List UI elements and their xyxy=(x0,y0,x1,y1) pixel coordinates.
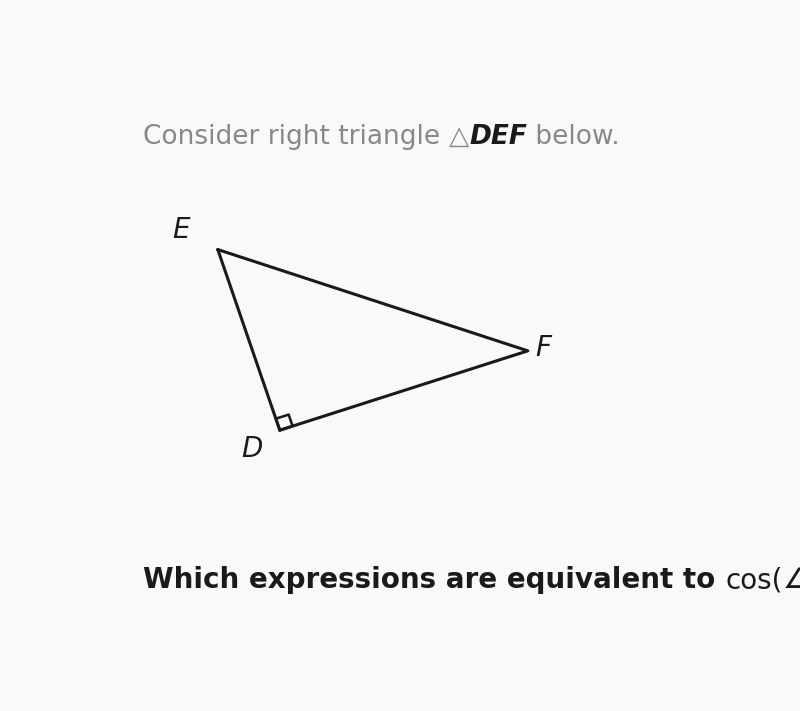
Text: △: △ xyxy=(449,124,469,149)
Text: F: F xyxy=(535,334,551,362)
Text: below.: below. xyxy=(527,124,620,149)
Text: Which expressions are equivalent to: Which expressions are equivalent to xyxy=(143,567,726,594)
Text: ∠E: ∠E xyxy=(782,567,800,594)
Text: E: E xyxy=(172,216,190,245)
Text: D: D xyxy=(242,435,262,464)
Text: cos(: cos( xyxy=(726,567,782,594)
Text: DEF: DEF xyxy=(469,124,527,149)
Text: Consider right triangle: Consider right triangle xyxy=(143,124,449,149)
